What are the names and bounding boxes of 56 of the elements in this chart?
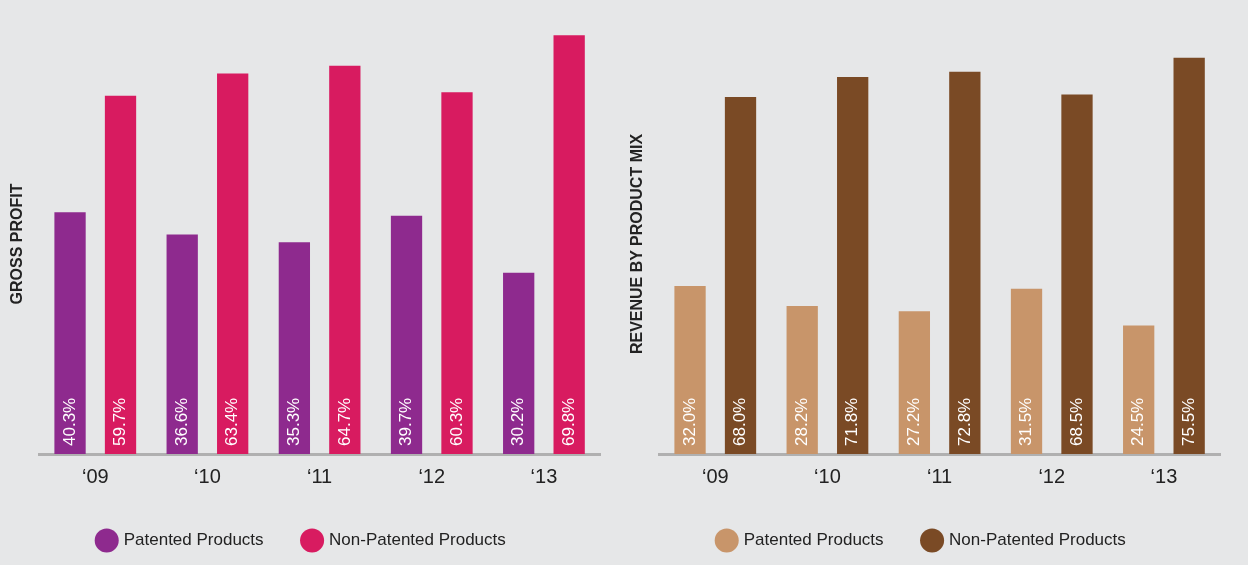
bar [1173, 57, 1205, 454]
bar [949, 71, 981, 454]
bar [390, 215, 423, 454]
data-label: 69.8% [558, 397, 578, 446]
data-label: 30.2% [508, 397, 528, 446]
x-tick-label: ‘09 [701, 464, 729, 487]
legend-label: Non-Patented Products [329, 530, 506, 550]
data-label: 59.7% [110, 397, 130, 446]
data-label: 28.2% [791, 397, 811, 446]
bar [837, 77, 869, 454]
data-label: 64.7% [334, 397, 354, 446]
data-label: 60.3% [446, 397, 466, 446]
bar [786, 305, 818, 454]
y-axis-title: REVENUE BY PRODUCT MIX [628, 133, 646, 355]
bar [553, 35, 585, 454]
data-label: 63.4% [222, 397, 242, 446]
bar [898, 311, 931, 454]
bar [166, 234, 198, 454]
data-label: 32.0% [679, 397, 699, 446]
data-label: 68.5% [1066, 397, 1086, 446]
x-tick-label: ‘10 [194, 464, 221, 487]
x-tick-label: ‘11 [306, 464, 333, 487]
legend-label: Patented Products [123, 530, 264, 550]
bar [724, 97, 757, 454]
data-label: 40.3% [59, 397, 79, 446]
data-label: 68.0% [730, 397, 750, 446]
y-axis-title: GROSS PROFIT [8, 183, 26, 305]
bar [104, 95, 137, 454]
bar [503, 272, 535, 454]
bar [329, 65, 361, 454]
data-label: 36.6% [171, 397, 191, 446]
x-tick-label: ‘13 [530, 464, 558, 487]
data-label: 75.5% [1178, 397, 1198, 446]
data-label: 31.5% [1016, 397, 1036, 446]
x-tick-label: ‘12 [1038, 464, 1066, 487]
bar [1061, 94, 1093, 454]
x-tick-label: ‘10 [814, 464, 841, 487]
data-label: 24.5% [1128, 397, 1148, 446]
bar [1123, 325, 1155, 454]
bar [674, 286, 706, 454]
bar [1010, 288, 1043, 454]
data-label: 35.3% [284, 397, 304, 446]
legend-label: Patented Products [743, 530, 884, 550]
bar [54, 212, 86, 454]
data-label: 72.8% [954, 397, 974, 446]
data-label: 39.7% [396, 397, 416, 446]
x-tick-label: ‘11 [926, 464, 953, 487]
x-tick-label: ‘13 [1150, 464, 1178, 487]
x-tick-label: ‘12 [418, 464, 446, 487]
bar [278, 242, 311, 454]
bar [441, 92, 473, 454]
data-label: 27.2% [904, 397, 924, 446]
bar [217, 73, 249, 454]
x-tick-label: ‘09 [81, 464, 109, 487]
legend-label: Non-Patented Products [949, 530, 1126, 550]
data-label: 71.8% [842, 397, 862, 446]
